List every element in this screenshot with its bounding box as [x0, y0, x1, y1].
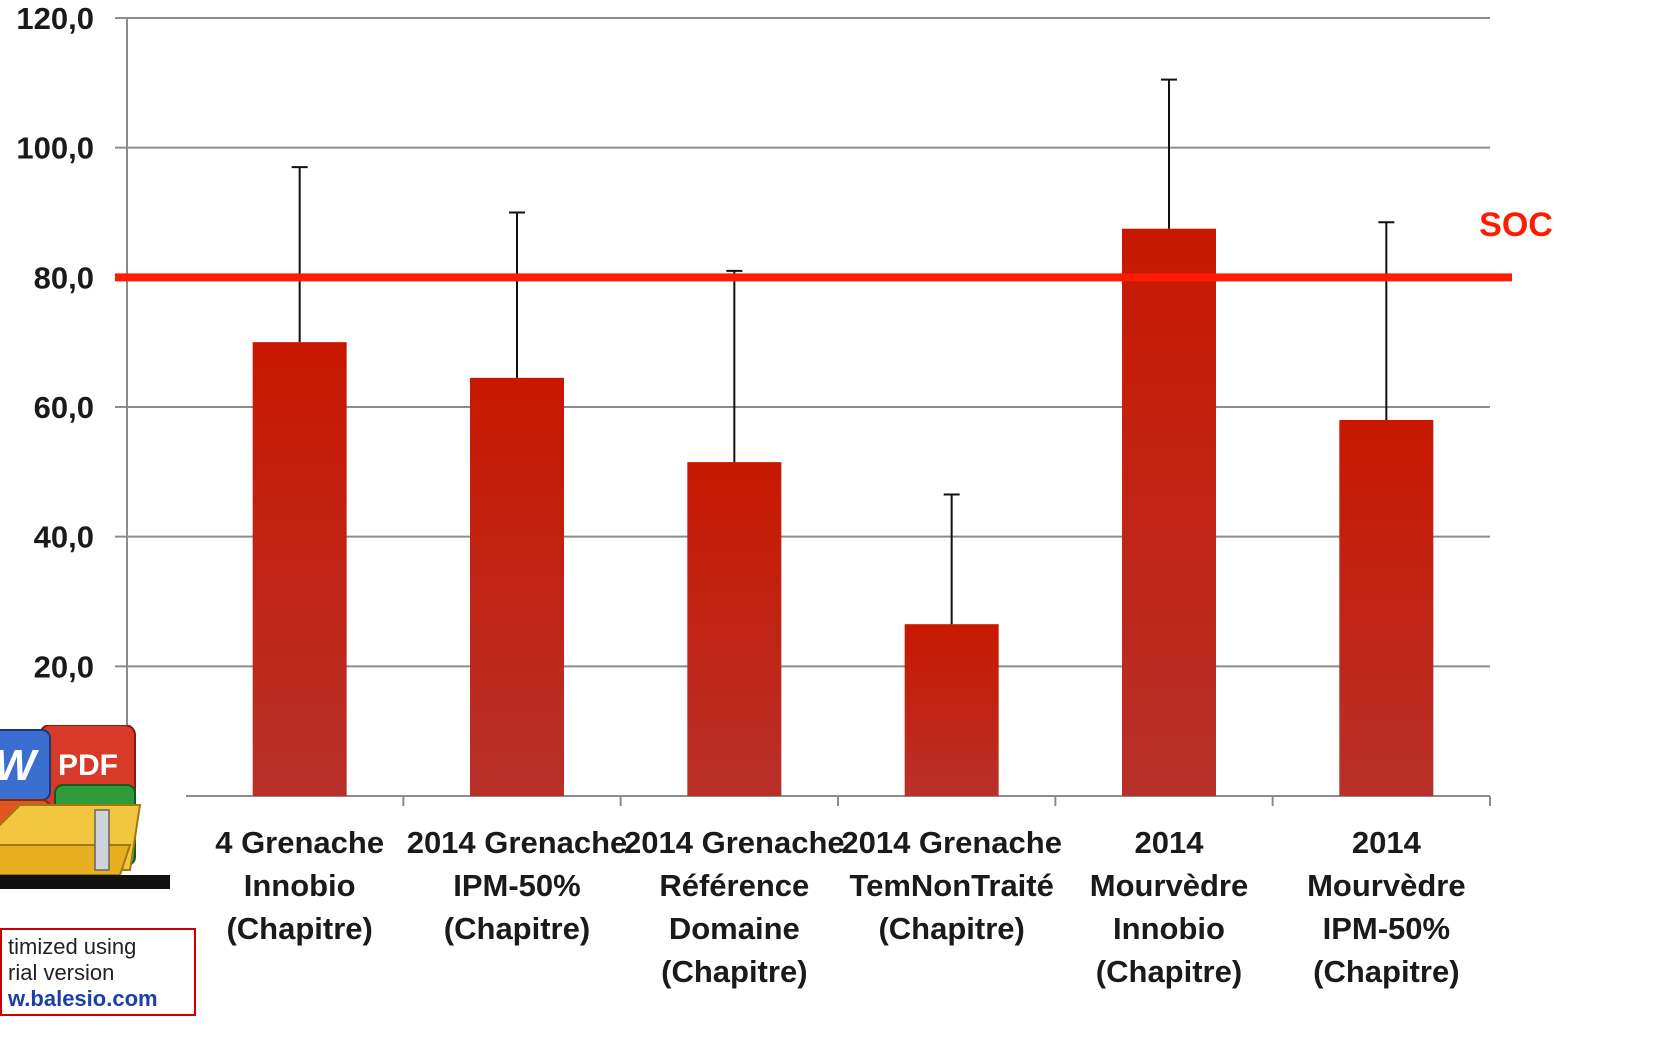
y-tick-label: 40,0	[34, 520, 94, 555]
x-category-label-line: 2014	[1135, 825, 1205, 860]
bar	[687, 462, 782, 796]
y-tick-label: 80,0	[34, 260, 94, 295]
bars	[252, 228, 1434, 797]
x-category-label-line: (Chapitre)	[444, 911, 590, 946]
x-category-label-line: (Chapitre)	[1313, 954, 1459, 989]
bar	[1339, 419, 1434, 796]
x-category-label-line: IPM-50%	[1323, 911, 1450, 946]
x-category-label: 2014 Grenache TemNonTraité (Chapitre)	[841, 825, 1062, 946]
bar	[904, 624, 999, 796]
y-tick-label: 100,0	[16, 131, 94, 166]
y-tick-label: 120,0	[16, 1, 94, 36]
reference-line-group: SOC	[115, 206, 1553, 282]
x-category-label-line: Référence	[659, 868, 809, 903]
x-category-label-line: (Chapitre)	[878, 911, 1024, 946]
reference-line-label: SOC	[1479, 206, 1553, 244]
x-category-label-line: 2014 Grenache	[407, 825, 628, 860]
x-category-label-line: (Chapitre)	[226, 911, 372, 946]
x-category-label: 4 Grenache Innobio (Chapitre)	[215, 825, 384, 946]
x-category-label: 2014 Mourvèdre Innobio (Chapitre)	[1090, 825, 1248, 989]
bar	[1122, 228, 1216, 797]
x-category-label-line: (Chapitre)	[661, 954, 807, 989]
x-category-label-line: 2014 Grenache	[624, 825, 845, 860]
x-category-label-line: 2014 Grenache	[841, 825, 1062, 860]
watermark-line-2: rial version	[8, 960, 115, 985]
x-category-label: 2014 Mourvèdre IPM-50% (Chapitre)	[1307, 825, 1465, 989]
error-bars	[291, 78, 1395, 625]
x-category-label-line: Mourvèdre	[1090, 868, 1248, 903]
watermark-text: timized using rial version w.balesio.com	[0, 928, 196, 1016]
x-category-label-line: 4 Grenache	[215, 825, 384, 860]
bar	[470, 377, 564, 796]
axes	[126, 18, 1491, 806]
x-category-label-line: Innobio	[244, 868, 356, 903]
y-tick-label: 20,0	[34, 649, 94, 684]
x-category-label-line: 2014	[1352, 825, 1422, 860]
x-category-label-line: Innobio	[1113, 911, 1225, 946]
x-category-label-line: TemNonTraité	[849, 868, 1053, 903]
watermark-badge-text: PDF	[58, 749, 118, 782]
balesio-watermark-icon: PDF W X	[0, 725, 170, 889]
watermark-link: w.balesio.com	[8, 986, 158, 1011]
bar	[252, 342, 347, 796]
x-category-label-line: Domaine	[669, 911, 800, 946]
watermark-line-1: timized using	[8, 934, 137, 959]
x-category-label-line: IPM-50%	[453, 868, 580, 903]
svg-text:W: W	[0, 741, 39, 790]
labels: 20,0 40,0 60,0 80,0 100,0 120,0 4 Grenache Inno…	[16, 1, 1465, 989]
x-category-label: 2014 Grenache IPM-50% (Chapitre)	[407, 825, 628, 946]
y-tick-label: 60,0	[34, 390, 94, 425]
x-category-label-line: (Chapitre)	[1096, 954, 1242, 989]
x-category-label-line: Mourvèdre	[1307, 868, 1465, 903]
x-category-label: 2014 Grenache Référence Domaine (Chapitre)	[624, 825, 845, 989]
